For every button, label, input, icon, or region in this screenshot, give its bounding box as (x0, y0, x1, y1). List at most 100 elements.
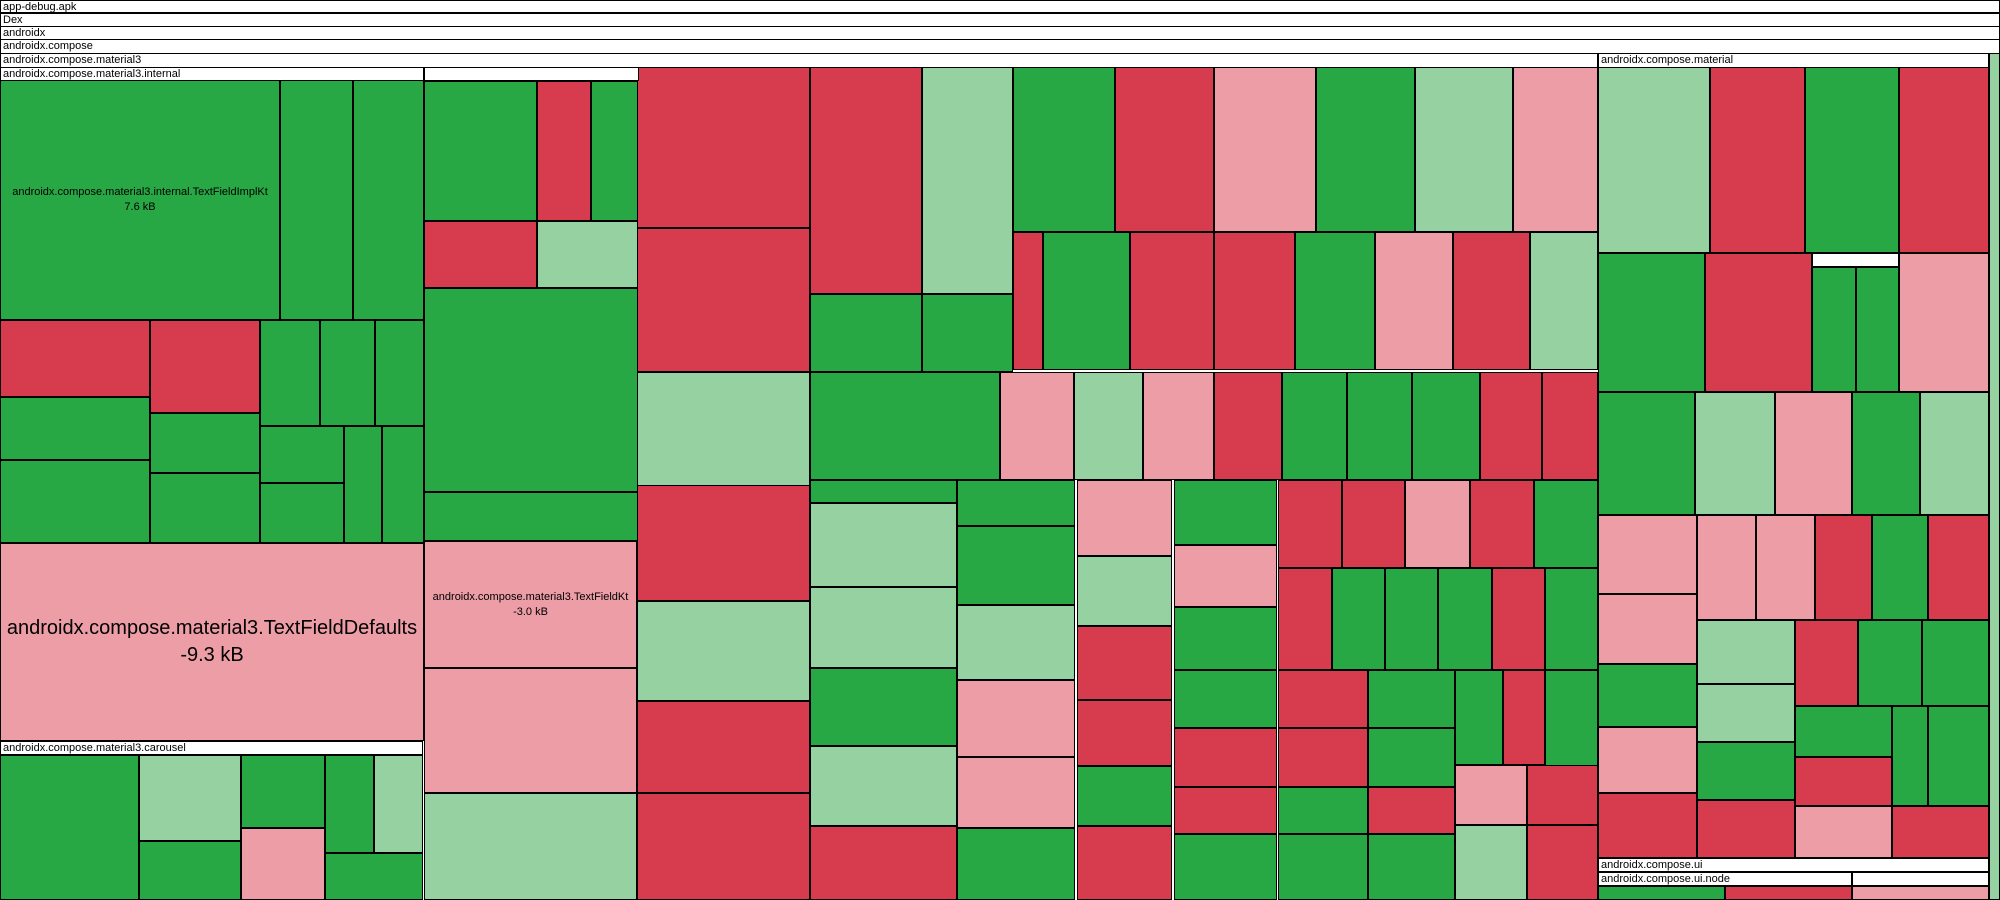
treemap-cell[interactable] (810, 480, 957, 503)
treemap-cell[interactable] (1705, 253, 1812, 392)
treemap-cell[interactable] (1278, 728, 1368, 787)
treemap-cell[interactable] (591, 81, 639, 221)
header-androidx-compose-material[interactable]: androidx.compose.material (1598, 53, 1989, 68)
treemap-cell[interactable] (260, 426, 344, 483)
treemap-cell[interactable] (537, 81, 591, 221)
treemap-cell[interactable] (1989, 53, 2000, 900)
treemap-cell[interactable] (810, 372, 1000, 480)
treemap-cell[interactable] (1077, 556, 1172, 626)
treemap-cell[interactable] (0, 460, 150, 543)
treemap-cell[interactable] (637, 701, 810, 793)
treemap-cell[interactable] (1527, 765, 1598, 825)
treemap-cell[interactable] (1598, 253, 1705, 392)
treemap-cell[interactable] (1043, 232, 1130, 370)
treemap-cell[interactable] (1077, 766, 1172, 826)
header-app-debug-apk[interactable]: app-debug.apk (0, 0, 2000, 13)
treemap-cell[interactable] (1347, 372, 1412, 480)
treemap-cell[interactable] (1710, 67, 1805, 253)
treemap-cell[interactable] (957, 680, 1075, 757)
header-androidx-compose-material3-internal[interactable]: androidx.compose.material3.internal (0, 67, 424, 81)
treemap-cell[interactable] (241, 828, 325, 900)
treemap-cell[interactable] (320, 320, 375, 426)
treemap-cell[interactable] (1453, 232, 1530, 370)
treemap-cell[interactable] (1480, 372, 1542, 480)
treemap-cell[interactable] (325, 853, 423, 900)
treemap-cell[interactable] (1697, 620, 1795, 684)
subheader-unlabeled-1[interactable] (424, 67, 639, 81)
treemap-cell[interactable] (1899, 67, 1989, 253)
treemap-cell[interactable] (424, 288, 639, 492)
treemap-cell[interactable] (1899, 253, 1989, 392)
treemap-cell[interactable] (1805, 67, 1899, 253)
treemap-cell[interactable] (1812, 267, 1856, 392)
treemap-cell[interactable] (0, 320, 150, 397)
treemap-cell[interactable] (810, 587, 957, 668)
treemap-cell[interactable] (1455, 765, 1527, 825)
treemap-cell[interactable] (1598, 67, 1710, 253)
treemap-cell[interactable] (1598, 392, 1695, 515)
treemap-cell[interactable] (1295, 232, 1375, 370)
treemap-cell[interactable] (0, 397, 150, 460)
treemap-cell[interactable] (1534, 480, 1598, 568)
treemap-cell[interactable] (1278, 834, 1368, 900)
treemap-cell[interactable] (1530, 232, 1598, 370)
treemap-cell[interactable] (241, 755, 325, 828)
treemap-cell[interactable] (424, 81, 537, 221)
treemap-cell[interactable] (260, 483, 344, 543)
treemap-cell[interactable] (150, 320, 260, 413)
treemap-cell[interactable] (1077, 700, 1172, 766)
treemap-cell[interactable] (810, 746, 957, 826)
treemap-cell[interactable] (1756, 515, 1815, 620)
treemap-cell[interactable] (1922, 620, 1989, 706)
treemap-cell[interactable] (1000, 372, 1074, 480)
treemap-cell[interactable] (810, 826, 957, 900)
treemap-cell[interactable] (1697, 800, 1795, 858)
treemap-cell[interactable] (810, 294, 922, 372)
treemap-cell[interactable] (260, 320, 320, 426)
treemap-cell[interactable] (1697, 684, 1795, 742)
treemap-cell[interactable] (1282, 372, 1347, 480)
treemap-cell[interactable] (1278, 670, 1368, 728)
treemap-cell[interactable] (1928, 515, 1989, 620)
treemap-cell[interactable] (957, 526, 1075, 605)
treemap-cell[interactable] (1892, 706, 1928, 806)
header-androidx[interactable]: androidx (0, 26, 2000, 40)
treemap-cell[interactable] (637, 67, 810, 228)
treemap-cell[interactable] (1115, 67, 1214, 232)
treemap-cell[interactable] (1697, 515, 1756, 620)
treemap-cell[interactable] (1725, 886, 1852, 900)
treemap-cell[interactable] (1278, 787, 1368, 834)
treemap-cell[interactable] (1385, 568, 1438, 670)
treemap-cell[interactable] (1928, 706, 1989, 806)
treemap-cell[interactable] (344, 426, 382, 543)
treemap-cell[interactable] (1872, 515, 1928, 620)
treemap-cell[interactable] (1815, 515, 1872, 620)
treemap-cell[interactable] (1174, 787, 1277, 834)
treemap-cell[interactable] (957, 480, 1075, 526)
treemap-cell[interactable] (1332, 568, 1385, 670)
cell-textfieldimplkt[interactable]: androidx.compose.material3.internal.Text… (0, 80, 280, 320)
treemap-cell[interactable] (382, 426, 424, 543)
treemap-cell[interactable] (1795, 620, 1858, 706)
treemap-cell[interactable] (139, 841, 241, 900)
treemap-cell[interactable] (1342, 480, 1405, 568)
treemap-cell[interactable] (1438, 568, 1492, 670)
treemap-cell[interactable] (325, 755, 374, 853)
treemap-cell[interactable] (1695, 392, 1775, 515)
treemap-cell[interactable] (1077, 480, 1172, 556)
treemap-cell[interactable] (1852, 886, 1989, 900)
treemap-cell[interactable] (1174, 480, 1277, 545)
treemap-cell[interactable] (1795, 706, 1892, 757)
treemap-cell[interactable] (424, 221, 537, 288)
treemap-cell[interactable] (957, 757, 1075, 828)
treemap-cell[interactable] (637, 228, 810, 372)
treemap-cell[interactable] (1598, 664, 1697, 727)
treemap-cell[interactable] (1598, 515, 1697, 594)
treemap-cell[interactable] (139, 755, 241, 841)
treemap-cell[interactable] (374, 755, 423, 853)
treemap-cell[interactable] (1174, 834, 1277, 900)
treemap-cell[interactable] (1856, 267, 1899, 392)
treemap-cell[interactable] (810, 67, 922, 294)
treemap-cell[interactable] (280, 80, 353, 320)
treemap-cell[interactable] (1013, 232, 1043, 370)
